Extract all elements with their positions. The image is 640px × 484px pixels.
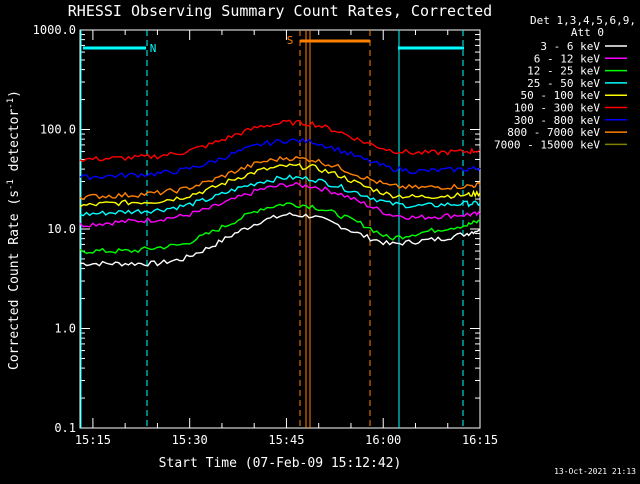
series-line-3 bbox=[79, 174, 481, 217]
series-line-7 bbox=[79, 155, 481, 201]
legend-label: 800 - 7000 keV bbox=[507, 126, 600, 139]
legend-label: 7000 - 15000 keV bbox=[494, 138, 600, 151]
y-tick-label: 0.1 bbox=[54, 421, 76, 435]
y-tick-label: 1000.0 bbox=[33, 23, 76, 37]
legend-header-line2: Att 0 bbox=[571, 26, 604, 39]
y-tick-label: 1.0 bbox=[54, 322, 76, 336]
timestamp: 13-Oct-2021 21:13 bbox=[554, 467, 636, 476]
y-axis-label-sup1: -1 bbox=[6, 179, 16, 190]
series-line-1 bbox=[79, 181, 481, 228]
y-axis: 1000.0 100.0 10.0 1.0 0.1 bbox=[33, 23, 480, 435]
y-axis-label-mid: detector bbox=[7, 109, 22, 180]
x-tick-label: 16:15 bbox=[462, 433, 498, 447]
legend-label: 50 - 100 keV bbox=[521, 89, 601, 102]
series-line-4 bbox=[79, 163, 481, 208]
x-tick-label: 16:00 bbox=[365, 433, 401, 447]
saa-label: S bbox=[287, 34, 294, 47]
legend-label: 100 - 300 keV bbox=[514, 102, 600, 115]
legend-label: 6 - 12 keV bbox=[534, 52, 601, 65]
series-line-6 bbox=[79, 137, 481, 181]
y-tick-label: 10.0 bbox=[47, 222, 76, 236]
legend-label: 12 - 25 keV bbox=[527, 65, 600, 78]
y-axis-label-main: Corrected Count Rate (s bbox=[7, 190, 22, 370]
y-tick-label: 100.0 bbox=[40, 123, 76, 137]
x-axis: 15:15 15:30 15:45 16:00 16:15 bbox=[75, 30, 498, 447]
legend-header-line1: Det 1,3,4,5,6,9, bbox=[530, 14, 636, 27]
series-line-0 bbox=[79, 212, 481, 267]
chart-title: RHESSI Observing Summary Count Rates, Co… bbox=[68, 2, 492, 20]
x-tick-label: 15:30 bbox=[172, 433, 208, 447]
observing-flags: N S bbox=[80, 30, 464, 428]
x-axis-label: Start Time (07-Feb-09 15:12:42) bbox=[159, 456, 402, 471]
series-line-2 bbox=[79, 202, 481, 255]
legend-label: 3 - 6 keV bbox=[540, 40, 600, 53]
series-line-5 bbox=[79, 119, 481, 163]
y-axis-label: Corrected Count Rate (s-1 detector-1) bbox=[6, 90, 22, 370]
y-axis-label-sup2: -1 bbox=[6, 98, 16, 109]
legend-label: 25 - 50 keV bbox=[527, 77, 600, 90]
y-axis-label-end: ) bbox=[7, 90, 22, 98]
x-tick-label: 15:45 bbox=[268, 433, 304, 447]
legend-label: 300 - 800 keV bbox=[514, 114, 600, 127]
x-tick-label: 15:15 bbox=[75, 433, 111, 447]
series-group bbox=[79, 119, 481, 267]
night-label: N bbox=[150, 42, 157, 55]
